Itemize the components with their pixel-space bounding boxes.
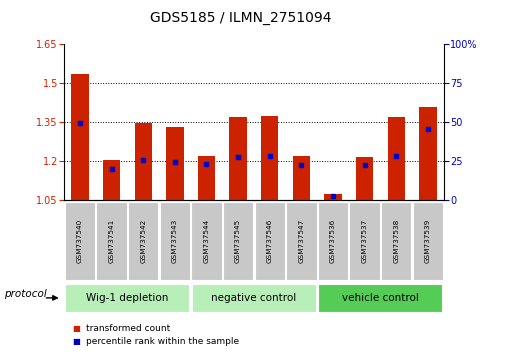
- Bar: [381, 202, 411, 280]
- Text: GSM737546: GSM737546: [267, 218, 273, 263]
- Bar: [413, 202, 443, 280]
- Text: GSM737540: GSM737540: [77, 218, 83, 263]
- Bar: [166, 127, 184, 200]
- Bar: [71, 74, 89, 200]
- Text: GSM737545: GSM737545: [235, 218, 241, 263]
- Bar: [134, 122, 152, 200]
- Text: Wig-1 depletion: Wig-1 depletion: [86, 293, 169, 303]
- Text: protocol: protocol: [4, 289, 47, 299]
- Bar: [254, 202, 285, 280]
- Text: ■: ■: [72, 324, 80, 333]
- Text: GSM737539: GSM737539: [425, 218, 431, 263]
- Text: GSM737538: GSM737538: [393, 218, 399, 263]
- Text: GSM737544: GSM737544: [204, 218, 209, 263]
- Text: GSM737543: GSM737543: [172, 218, 178, 263]
- Bar: [160, 202, 190, 280]
- Bar: [96, 202, 127, 280]
- Bar: [192, 284, 316, 312]
- Bar: [324, 194, 342, 200]
- Text: GSM737536: GSM737536: [330, 218, 336, 263]
- Bar: [388, 118, 405, 200]
- Bar: [319, 284, 443, 312]
- Bar: [65, 202, 95, 280]
- Text: GSM737541: GSM737541: [109, 218, 114, 263]
- Text: ■: ■: [72, 337, 80, 347]
- Text: negative control: negative control: [211, 293, 297, 303]
- Bar: [356, 157, 373, 200]
- Bar: [286, 202, 317, 280]
- Text: GSM737542: GSM737542: [140, 218, 146, 263]
- Bar: [103, 160, 120, 200]
- Bar: [223, 202, 253, 280]
- Bar: [349, 202, 380, 280]
- Bar: [65, 284, 189, 312]
- Text: GSM737537: GSM737537: [362, 218, 368, 263]
- Bar: [198, 156, 215, 200]
- Bar: [261, 116, 279, 200]
- Text: vehicle control: vehicle control: [342, 293, 419, 303]
- Text: transformed count: transformed count: [86, 324, 170, 333]
- Bar: [229, 118, 247, 200]
- Bar: [293, 156, 310, 200]
- Bar: [318, 202, 348, 280]
- Text: GDS5185 / ILMN_2751094: GDS5185 / ILMN_2751094: [150, 11, 332, 25]
- Bar: [419, 107, 437, 200]
- Bar: [128, 202, 159, 280]
- Bar: [191, 202, 222, 280]
- Text: GSM737547: GSM737547: [299, 218, 304, 263]
- Text: percentile rank within the sample: percentile rank within the sample: [86, 337, 239, 347]
